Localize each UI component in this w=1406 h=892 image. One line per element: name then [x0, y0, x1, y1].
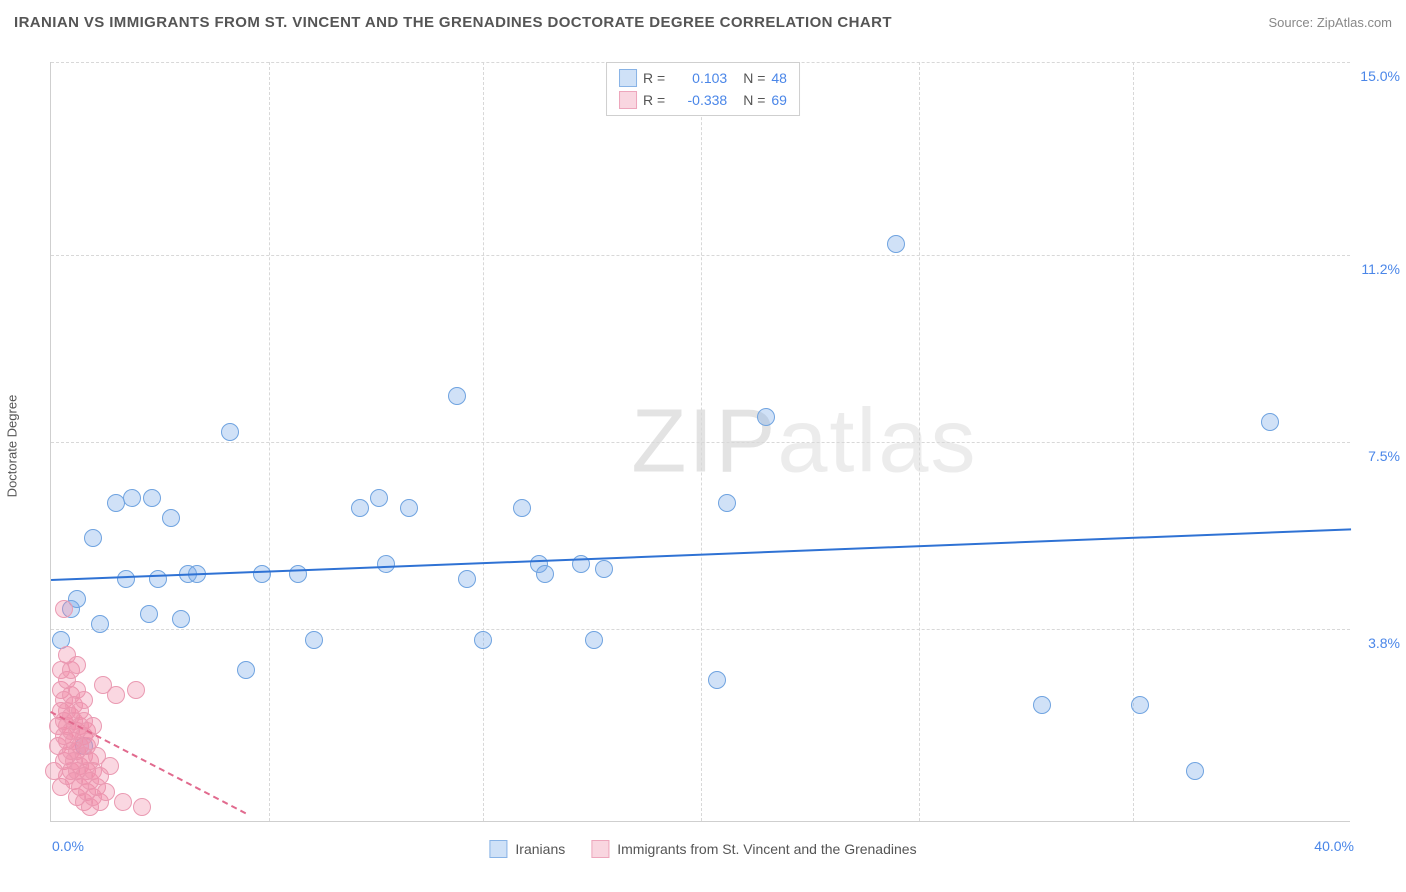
scatter-point [351, 499, 369, 517]
plot-area: ZIPatlas [50, 62, 1350, 822]
stat-r-label: R = [643, 67, 665, 89]
series-swatch [591, 840, 609, 858]
scatter-point [221, 423, 239, 441]
scatter-point [117, 570, 135, 588]
scatter-point [107, 686, 125, 704]
gridline-vertical [919, 62, 920, 821]
scatter-point [536, 565, 554, 583]
scatter-point [84, 529, 102, 547]
scatter-point [68, 656, 86, 674]
scatter-point [127, 681, 145, 699]
scatter-point [305, 631, 323, 649]
stat-n-value: 69 [771, 89, 787, 111]
y-tick-label: 11.2% [1361, 261, 1400, 277]
watermark-part-a: ZIP [631, 391, 777, 491]
stat-r-label: R = [643, 89, 665, 111]
scatter-point [1131, 696, 1149, 714]
y-tick-label: 3.8% [1368, 635, 1400, 651]
scatter-point [172, 610, 190, 628]
scatter-point [162, 509, 180, 527]
stat-r-value: -0.338 [671, 89, 727, 111]
gridline-vertical [483, 62, 484, 821]
chart-header: IRANIAN VS IMMIGRANTS FROM ST. VINCENT A… [0, 0, 1406, 44]
legend-label: Iranians [515, 841, 565, 857]
scatter-point [133, 798, 151, 816]
scatter-point [143, 489, 161, 507]
watermark-part-b: atlas [777, 391, 977, 491]
scatter-point [377, 555, 395, 573]
scatter-point [370, 489, 388, 507]
series-swatch [619, 69, 637, 87]
scatter-point [123, 489, 141, 507]
scatter-point [253, 565, 271, 583]
scatter-point [140, 605, 158, 623]
scatter-point [887, 235, 905, 253]
scatter-point [149, 570, 167, 588]
stat-n-label: N = [743, 89, 765, 111]
legend-item: Iranians [489, 840, 565, 858]
scatter-point [75, 691, 93, 709]
scatter-point [474, 631, 492, 649]
stat-r-value: 0.103 [671, 67, 727, 89]
y-tick-label: 15.0% [1360, 68, 1400, 84]
scatter-point [114, 793, 132, 811]
correlation-stats-box: R = 0.103 N = 48 R = -0.338 N = 69 [606, 62, 800, 116]
scatter-point [757, 408, 775, 426]
scatter-point [458, 570, 476, 588]
scatter-point [585, 631, 603, 649]
scatter-point [1033, 696, 1051, 714]
y-axis-label: Doctorate Degree [5, 395, 20, 498]
legend-label: Immigrants from St. Vincent and the Gren… [617, 841, 916, 857]
legend-item: Immigrants from St. Vincent and the Gren… [591, 840, 916, 858]
scatter-point [595, 560, 613, 578]
chart-title: IRANIAN VS IMMIGRANTS FROM ST. VINCENT A… [14, 14, 892, 31]
stats-row: R = -0.338 N = 69 [619, 89, 787, 111]
series-swatch [619, 91, 637, 109]
y-tick-label: 7.5% [1368, 448, 1400, 464]
scatter-point [400, 499, 418, 517]
scatter-point [1186, 762, 1204, 780]
scatter-point [289, 565, 307, 583]
stat-n-label: N = [743, 67, 765, 89]
scatter-point [448, 387, 466, 405]
scatter-point [513, 499, 531, 517]
scatter-point [91, 615, 109, 633]
series-swatch [489, 840, 507, 858]
stat-n-value: 48 [771, 67, 787, 89]
gridline-vertical [269, 62, 270, 821]
bottom-legend: Iranians Immigrants from St. Vincent and … [489, 840, 916, 858]
stats-row: R = 0.103 N = 48 [619, 67, 787, 89]
scatter-point [1261, 413, 1279, 431]
scatter-point [97, 783, 115, 801]
scatter-point [55, 600, 73, 618]
scatter-point [708, 671, 726, 689]
source-label: Source: ZipAtlas.com [1268, 15, 1392, 30]
scatter-point [101, 757, 119, 775]
scatter-point [718, 494, 736, 512]
scatter-point [237, 661, 255, 679]
x-tick-min: 0.0% [52, 838, 84, 854]
gridline-vertical [701, 62, 702, 821]
x-tick-max: 40.0% [1314, 838, 1354, 854]
